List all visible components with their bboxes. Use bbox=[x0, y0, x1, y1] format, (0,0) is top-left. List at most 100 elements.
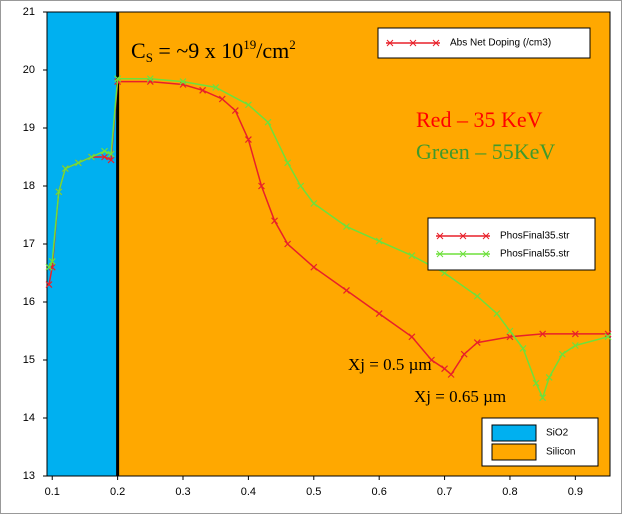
x-tick-label: 0.6 bbox=[372, 486, 387, 498]
marker bbox=[297, 182, 305, 190]
annotation-part: 19 bbox=[243, 37, 256, 52]
legend-marker bbox=[459, 232, 467, 240]
marker bbox=[441, 269, 448, 277]
marker bbox=[212, 83, 220, 91]
marker bbox=[506, 327, 514, 335]
x-tick-label: 0.1 bbox=[45, 486, 60, 498]
marker bbox=[284, 159, 292, 167]
marker bbox=[310, 199, 318, 207]
legend-marker bbox=[386, 39, 394, 47]
marker bbox=[375, 310, 383, 318]
legend-marker bbox=[482, 250, 490, 258]
marker bbox=[199, 86, 207, 94]
y-tick-label: 14 bbox=[23, 412, 35, 424]
marker bbox=[473, 292, 481, 300]
legend-swatch bbox=[491, 443, 537, 461]
legend-label: PhosFinal55.str bbox=[500, 249, 570, 260]
marker bbox=[74, 159, 82, 167]
y-tick-label: 20 bbox=[23, 64, 35, 76]
marker bbox=[408, 333, 416, 341]
marker bbox=[539, 330, 547, 338]
x-tick-label: 0.7 bbox=[437, 486, 452, 498]
marker bbox=[310, 263, 318, 271]
x-tick-label: 0.4 bbox=[241, 486, 256, 498]
marker bbox=[146, 75, 154, 83]
marker bbox=[48, 257, 56, 265]
marker bbox=[45, 281, 53, 289]
series bbox=[45, 75, 612, 402]
legend-box bbox=[377, 27, 591, 59]
legend-marker bbox=[409, 39, 417, 47]
marker bbox=[460, 350, 468, 358]
marker bbox=[244, 136, 252, 144]
marker bbox=[604, 333, 612, 341]
x-tick-label: 0.5 bbox=[306, 486, 321, 498]
y-tick-label: 18 bbox=[23, 180, 35, 192]
legend-label: PhosFinal35.str bbox=[500, 231, 570, 242]
marker bbox=[107, 156, 115, 164]
annotation-part: S bbox=[146, 50, 153, 65]
marker bbox=[101, 147, 108, 155]
marker bbox=[55, 188, 63, 196]
marker bbox=[375, 237, 383, 245]
red-annotation: Red – 35 KeV bbox=[416, 107, 543, 132]
annotation-part: /cm bbox=[256, 38, 289, 63]
surface-concentration-annotation: CS = ~9 x 1019/cm2 bbox=[131, 37, 296, 65]
marker bbox=[473, 339, 481, 347]
marker bbox=[571, 342, 579, 349]
marker bbox=[258, 182, 265, 190]
marker bbox=[545, 373, 553, 381]
marker bbox=[107, 150, 115, 158]
marker bbox=[45, 263, 53, 271]
y-tick-label: 13 bbox=[23, 470, 35, 482]
legend-box bbox=[427, 217, 596, 271]
marker bbox=[558, 350, 566, 358]
marker bbox=[493, 310, 501, 318]
legend-marker bbox=[436, 250, 444, 258]
x-tick-label: 0.8 bbox=[502, 486, 517, 498]
xj-annotation: Xj = 0.65 µm bbox=[414, 387, 506, 406]
marker bbox=[264, 118, 272, 126]
marker bbox=[271, 217, 278, 225]
annotation-part: = ~9 x 10 bbox=[153, 38, 243, 63]
marker bbox=[571, 330, 579, 338]
xj-annotation: Xj = 0.5 µm bbox=[348, 355, 432, 374]
legend-label: Abs Net Doping (/cm3) bbox=[450, 38, 551, 49]
annotation-part: 2 bbox=[289, 37, 296, 52]
x-tick-label: 0.3 bbox=[175, 486, 190, 498]
y-tick-label: 21 bbox=[23, 6, 35, 18]
marker bbox=[284, 240, 292, 248]
marker bbox=[532, 379, 540, 387]
legend-marker bbox=[482, 232, 490, 240]
marker bbox=[604, 330, 612, 338]
marker bbox=[539, 394, 547, 402]
y-tick-label: 16 bbox=[23, 296, 35, 308]
legend-label: SiO2 bbox=[546, 428, 569, 439]
marker bbox=[441, 365, 448, 373]
y-tick-label: 15 bbox=[23, 354, 35, 366]
marker bbox=[244, 101, 252, 109]
marker bbox=[343, 286, 350, 294]
annotation-part: C bbox=[131, 38, 146, 63]
marker bbox=[179, 78, 187, 86]
marker bbox=[88, 153, 95, 161]
marker bbox=[519, 344, 527, 352]
marker bbox=[447, 371, 455, 378]
legend-marker bbox=[459, 250, 467, 258]
legend-marker bbox=[432, 39, 440, 47]
y-tick-label: 19 bbox=[23, 122, 35, 134]
marker bbox=[218, 95, 226, 103]
marker bbox=[114, 75, 122, 83]
marker bbox=[61, 165, 69, 173]
y-tick-label: 17 bbox=[23, 238, 35, 250]
legend-label: Silicon bbox=[546, 447, 575, 458]
marker bbox=[343, 223, 350, 231]
legend-swatch bbox=[491, 424, 537, 442]
x-tick-label: 0.9 bbox=[568, 486, 583, 498]
marker bbox=[231, 107, 239, 115]
x-tick-label: 0.2 bbox=[110, 486, 125, 498]
region bbox=[47, 12, 118, 476]
marker bbox=[408, 252, 416, 260]
marker bbox=[428, 356, 435, 364]
